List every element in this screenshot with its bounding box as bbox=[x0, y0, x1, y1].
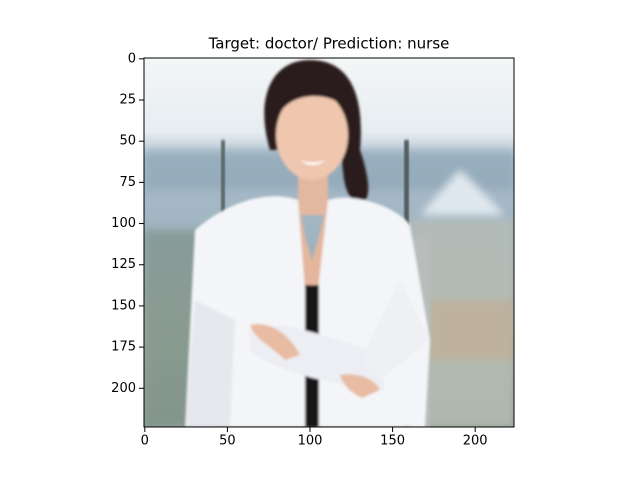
x-tick-label: 0 bbox=[141, 434, 149, 449]
x-tick-label: 100 bbox=[298, 434, 323, 449]
axes-frame bbox=[143, 57, 515, 428]
x-tick-label: 150 bbox=[380, 434, 405, 449]
y-tick-label: 0 bbox=[128, 51, 136, 66]
y-tick-label: 25 bbox=[119, 93, 136, 108]
y-tick-label: 150 bbox=[111, 298, 136, 313]
chart-title: Target: doctor/ Prediction: nurse bbox=[208, 35, 450, 53]
y-tick-label: 100 bbox=[111, 216, 136, 231]
y-tick-label: 200 bbox=[111, 381, 136, 396]
x-tick-label: 50 bbox=[219, 434, 236, 449]
y-tick-label: 175 bbox=[111, 340, 136, 355]
y-tick-label: 125 bbox=[111, 257, 136, 272]
photo bbox=[144, 58, 514, 427]
x-tick-label: 200 bbox=[463, 434, 488, 449]
y-tick-label: 50 bbox=[119, 134, 136, 149]
y-tick-label: 75 bbox=[119, 175, 136, 190]
